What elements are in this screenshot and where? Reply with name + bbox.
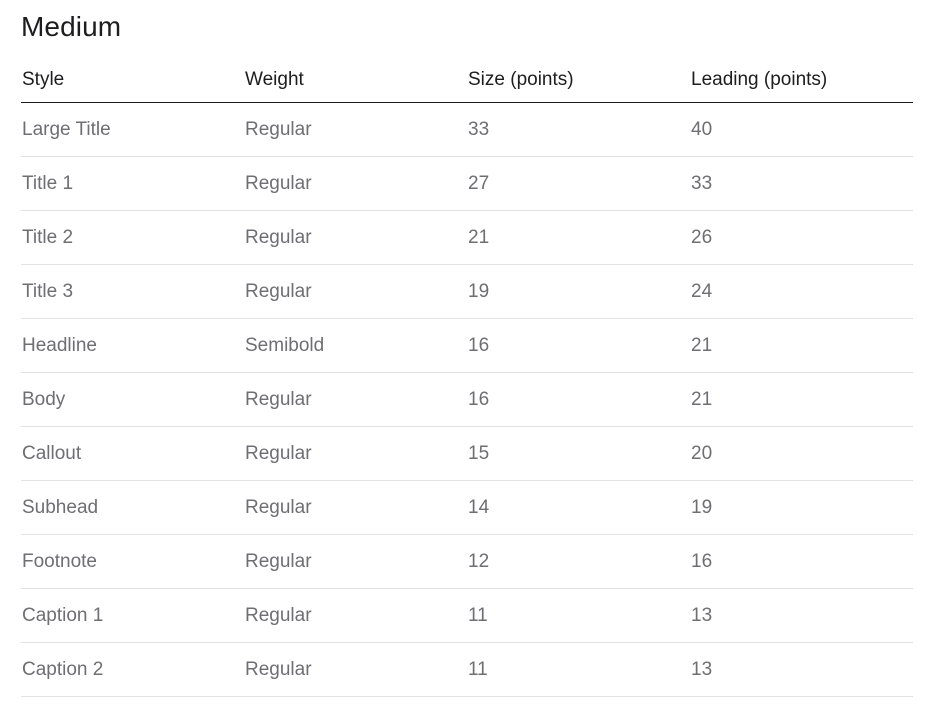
cell-style: Headline	[21, 318, 244, 373]
cell-size: 19	[467, 264, 690, 319]
cell-weight: Regular	[244, 588, 467, 643]
cell-size: 11	[467, 642, 690, 697]
table-body: Large Title Regular 33 40 Title 1 Regula…	[21, 102, 913, 697]
column-header-style: Style	[21, 58, 244, 103]
table-row: Headline Semibold 16 21	[21, 318, 913, 373]
cell-leading: 26	[690, 210, 913, 265]
column-header-leading: Leading (points)	[690, 58, 913, 103]
table-row: Caption 1 Regular 11 13	[21, 588, 913, 643]
section-title: Medium	[21, 11, 122, 42]
table-row: Caption 2 Regular 11 13	[21, 642, 913, 697]
table-row: Title 3 Regular 19 24	[21, 264, 913, 319]
table-header: Style Weight Size (points) Leading (poin…	[21, 58, 913, 103]
cell-weight: Regular	[244, 372, 467, 427]
cell-leading: 24	[690, 264, 913, 319]
table-row: Callout Regular 15 20	[21, 426, 913, 481]
cell-leading: 16	[690, 534, 913, 589]
cell-style: Body	[21, 372, 244, 427]
cell-size: 21	[467, 210, 690, 265]
type-styles-table: Style Weight Size (points) Leading (poin…	[21, 58, 913, 697]
column-header-weight: Weight	[244, 58, 467, 103]
cell-style: Callout	[21, 426, 244, 481]
cell-style: Title 2	[21, 210, 244, 265]
cell-style: Title 1	[21, 156, 244, 211]
cell-style: Caption 1	[21, 588, 244, 643]
table-row: Footnote Regular 12 16	[21, 534, 913, 589]
cell-weight: Regular	[244, 264, 467, 319]
cell-leading: 19	[690, 480, 913, 535]
cell-weight: Regular	[244, 102, 467, 157]
cell-leading: 33	[690, 156, 913, 211]
cell-size: 11	[467, 588, 690, 643]
cell-size: 16	[467, 372, 690, 427]
cell-style: Title 3	[21, 264, 244, 319]
cell-size: 27	[467, 156, 690, 211]
cell-weight: Regular	[244, 156, 467, 211]
cell-style: Large Title	[21, 102, 244, 157]
cell-size: 15	[467, 426, 690, 481]
table-row: Subhead Regular 14 19	[21, 480, 913, 535]
cell-style: Footnote	[21, 534, 244, 589]
table-row: Body Regular 16 21	[21, 372, 913, 427]
table-row: Title 2 Regular 21 26	[21, 210, 913, 265]
cell-leading: 21	[690, 318, 913, 373]
cell-weight: Regular	[244, 480, 467, 535]
cell-leading: 20	[690, 426, 913, 481]
cell-weight: Regular	[244, 210, 467, 265]
column-header-size: Size (points)	[467, 58, 690, 103]
cell-size: 33	[467, 102, 690, 157]
table-row: Large Title Regular 33 40	[21, 102, 913, 157]
cell-weight: Regular	[244, 642, 467, 697]
table-header-row: Style Weight Size (points) Leading (poin…	[21, 58, 913, 103]
cell-leading: 13	[690, 642, 913, 697]
cell-weight: Semibold	[244, 318, 467, 373]
cell-size: 14	[467, 480, 690, 535]
cell-leading: 21	[690, 372, 913, 427]
cell-weight: Regular	[244, 426, 467, 481]
cell-leading: 13	[690, 588, 913, 643]
cell-style: Subhead	[21, 480, 244, 535]
cell-weight: Regular	[244, 534, 467, 589]
table-row: Title 1 Regular 27 33	[21, 156, 913, 211]
cell-size: 16	[467, 318, 690, 373]
cell-style: Caption 2	[21, 642, 244, 697]
cell-size: 12	[467, 534, 690, 589]
cell-leading: 40	[690, 102, 913, 157]
